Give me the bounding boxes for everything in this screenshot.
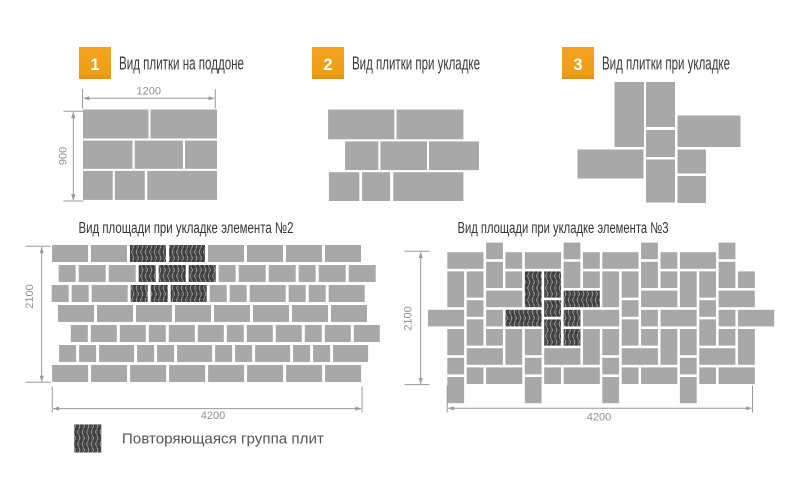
- svg-text:Вид площади при укладке элемен: Вид площади при укладке элемента №3: [458, 220, 669, 237]
- svg-text:2100: 2100: [403, 306, 415, 330]
- svg-text:Вид плитки на поддоне: Вид плитки на поддоне: [119, 53, 244, 73]
- svg-text:Вид площади при укладке элемен: Вид площади при укладке элемента №2: [79, 220, 294, 237]
- svg-text:1: 1: [90, 56, 99, 74]
- svg-text:3: 3: [573, 56, 582, 74]
- svg-text:2100: 2100: [24, 284, 36, 308]
- svg-text:4200: 4200: [201, 410, 225, 422]
- svg-text:Вид плитки при укладке: Вид плитки при укладке: [602, 53, 730, 73]
- svg-text:Вид плитки при укладке: Вид плитки при укладке: [352, 53, 480, 73]
- svg-text:4200: 4200: [587, 412, 611, 424]
- svg-text:900: 900: [58, 147, 70, 165]
- svg-text:Повторяющаяся группа плит: Повторяющаяся группа плит: [122, 431, 324, 448]
- svg-text:1200: 1200: [137, 86, 161, 98]
- svg-text:2: 2: [323, 56, 332, 74]
